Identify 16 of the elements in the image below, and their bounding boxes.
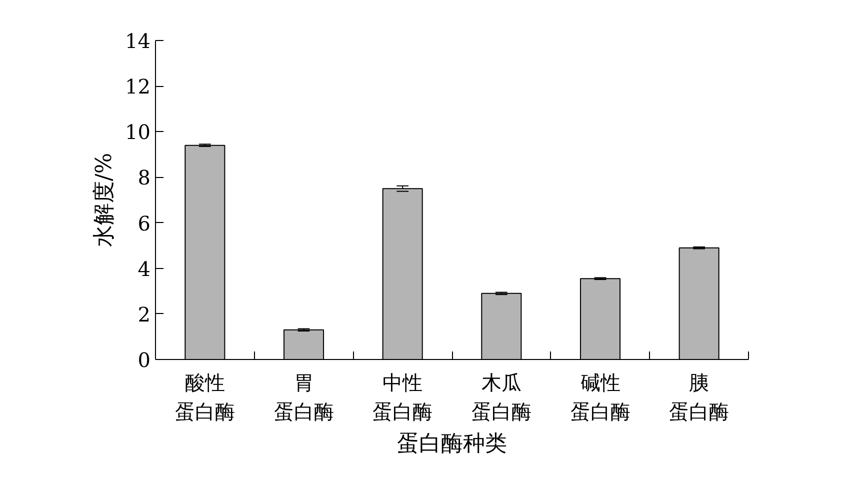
y-axis-title: 水解度/%: [92, 152, 118, 248]
x-tick-label: 胰蛋白酶: [669, 370, 730, 424]
x-axis-title: 蛋白酶种类: [397, 431, 507, 456]
y-tick-label: 10: [125, 120, 151, 144]
x-tick-label: 碱性蛋白酶: [570, 370, 630, 424]
x-tick-label: 中性蛋白酶: [372, 370, 433, 424]
y-tick-label: 12: [125, 74, 151, 99]
y-tick-label: 6: [138, 211, 151, 236]
y-tick-label: 14: [125, 29, 151, 53]
y-tick-label: 0: [138, 348, 151, 372]
x-tick-label: 胃蛋白酶: [274, 370, 334, 424]
x-tick-label: 木瓜蛋白酶: [471, 370, 532, 424]
y-tick-label: 2: [138, 302, 151, 326]
x-tick-label: 酸性蛋白酶: [174, 370, 235, 424]
y-tick-label: 8: [138, 166, 151, 190]
y-tick-label: 4: [138, 256, 151, 281]
